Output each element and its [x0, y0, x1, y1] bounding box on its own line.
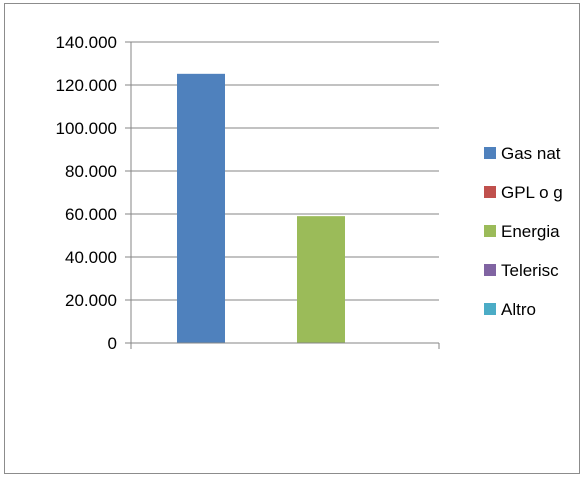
legend-swatch	[484, 225, 496, 237]
bar-energia	[297, 216, 345, 343]
y-tick-label: 20.000	[65, 291, 117, 310]
y-tick-label: 60.000	[65, 205, 117, 224]
legend-swatch	[484, 303, 496, 315]
y-tick-label: 100.000	[56, 119, 117, 138]
bars	[177, 73, 345, 343]
legend-label: Altro	[501, 300, 536, 319]
y-tick-label: 40.000	[65, 248, 117, 267]
chart-frame: 0 20.000 40.000 60.000 80.000 100.000 120.000 1…	[4, 3, 580, 474]
y-tick-label: 140.000	[56, 33, 117, 52]
legend: Gas nat GPL o g Energia Telerisc Altro	[484, 144, 563, 319]
legend-swatch	[484, 147, 496, 159]
legend-label: Energia	[501, 222, 560, 241]
bar-chart: 0 20.000 40.000 60.000 80.000 100.000 120.000 1…	[56, 33, 563, 353]
legend-label: GPL o g	[501, 183, 563, 202]
legend-swatch	[484, 264, 496, 276]
axes	[125, 42, 440, 349]
legend-label: Telerisc	[501, 261, 559, 280]
legend-label: Gas nat	[501, 144, 561, 163]
y-tick-label: 120.000	[56, 76, 117, 95]
gridlines	[125, 41, 439, 301]
y-tick-labels: 0 20.000 40.000 60.000 80.000 100.000 120.000 1…	[56, 33, 117, 353]
legend-swatch	[484, 186, 496, 198]
y-tick-label: 80.000	[65, 162, 117, 181]
bar-gas-nat	[177, 73, 225, 343]
y-tick-label: 0	[108, 334, 117, 353]
